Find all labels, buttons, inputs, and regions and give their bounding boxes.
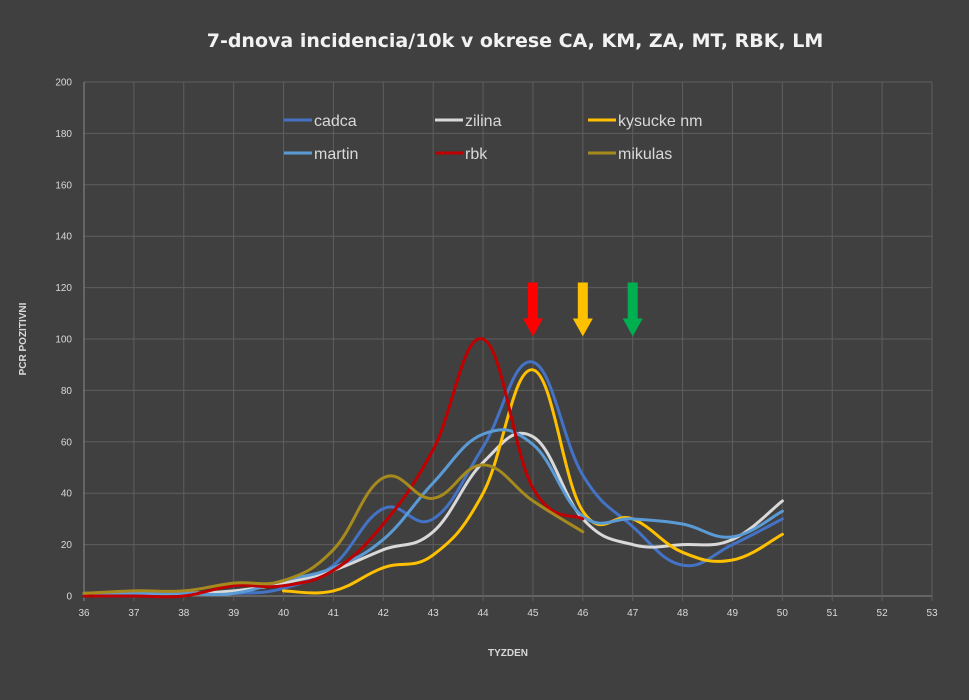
y-tick-label: 80: [61, 386, 73, 397]
legend-label: mikulas: [618, 146, 672, 163]
series-line-kysucke-nm: [282, 368, 784, 595]
series-line-martin: [82, 428, 784, 597]
down-arrow-annotation: [622, 282, 643, 337]
y-tick-label: 140: [55, 232, 72, 243]
legend-label: martin: [314, 146, 358, 163]
x-tick-label: 50: [777, 608, 789, 619]
legend-label: kysucke nm: [618, 113, 702, 130]
x-tick-label: 52: [877, 608, 889, 619]
x-tick-label: 47: [627, 608, 639, 619]
x-tick-label: 49: [727, 608, 739, 619]
x-tick-label: 40: [278, 608, 290, 619]
x-tick-label: 45: [527, 608, 539, 619]
y-tick-label: 180: [55, 129, 72, 140]
y-axis-title: PCR POZITIVNI: [18, 302, 29, 375]
down-arrow-annotation: [522, 282, 543, 337]
x-tick-label: 41: [328, 608, 340, 619]
legend-label: zilina: [465, 113, 502, 130]
y-tick-label: 160: [55, 180, 72, 191]
x-tick-label: 51: [827, 608, 839, 619]
x-axis-ticks: 36 37 38 39 40 41 42 43 44 45 46 47 48 49 50 51 52 53: [78, 608, 938, 619]
x-tick-label: 43: [428, 608, 440, 619]
gridlines: [83, 81, 933, 601]
legend-label: cadca: [314, 113, 357, 130]
y-tick-label: 120: [55, 283, 72, 294]
y-tick-label: 20: [61, 540, 73, 551]
x-tick-label: 39: [228, 608, 240, 619]
x-tick-label: 53: [926, 608, 938, 619]
series-line-rbk: [82, 337, 585, 599]
y-tick-label: 0: [66, 592, 72, 603]
x-tick-label: 48: [677, 608, 689, 619]
y-tick-label: 40: [61, 489, 73, 500]
x-tick-label: 46: [577, 608, 589, 619]
x-tick-label: 44: [477, 608, 489, 619]
series-lines: [82, 337, 784, 599]
chart-title: 7-dnova incidencia/10k v okrese CA, KM, …: [207, 30, 824, 52]
x-tick-label: 38: [178, 608, 190, 619]
x-tick-label: 42: [378, 608, 390, 619]
legend: cadca zilina kysucke nm martin rbk mikulas: [284, 113, 702, 163]
y-tick-label: 60: [61, 437, 73, 448]
y-tick-label: 200: [55, 78, 72, 89]
series-line-mikulas: [82, 463, 585, 595]
y-axis-ticks: 0 20 40 60 80 100 120 140 160 180 200: [55, 78, 72, 603]
arrow-annotations: [522, 282, 643, 337]
x-tick-label: 37: [128, 608, 140, 619]
legend-label: rbk: [465, 146, 488, 163]
x-tick-label: 36: [78, 608, 90, 619]
x-axis-title: TYZDEN: [488, 648, 528, 659]
down-arrow-annotation: [572, 282, 593, 337]
y-tick-label: 100: [55, 335, 72, 346]
